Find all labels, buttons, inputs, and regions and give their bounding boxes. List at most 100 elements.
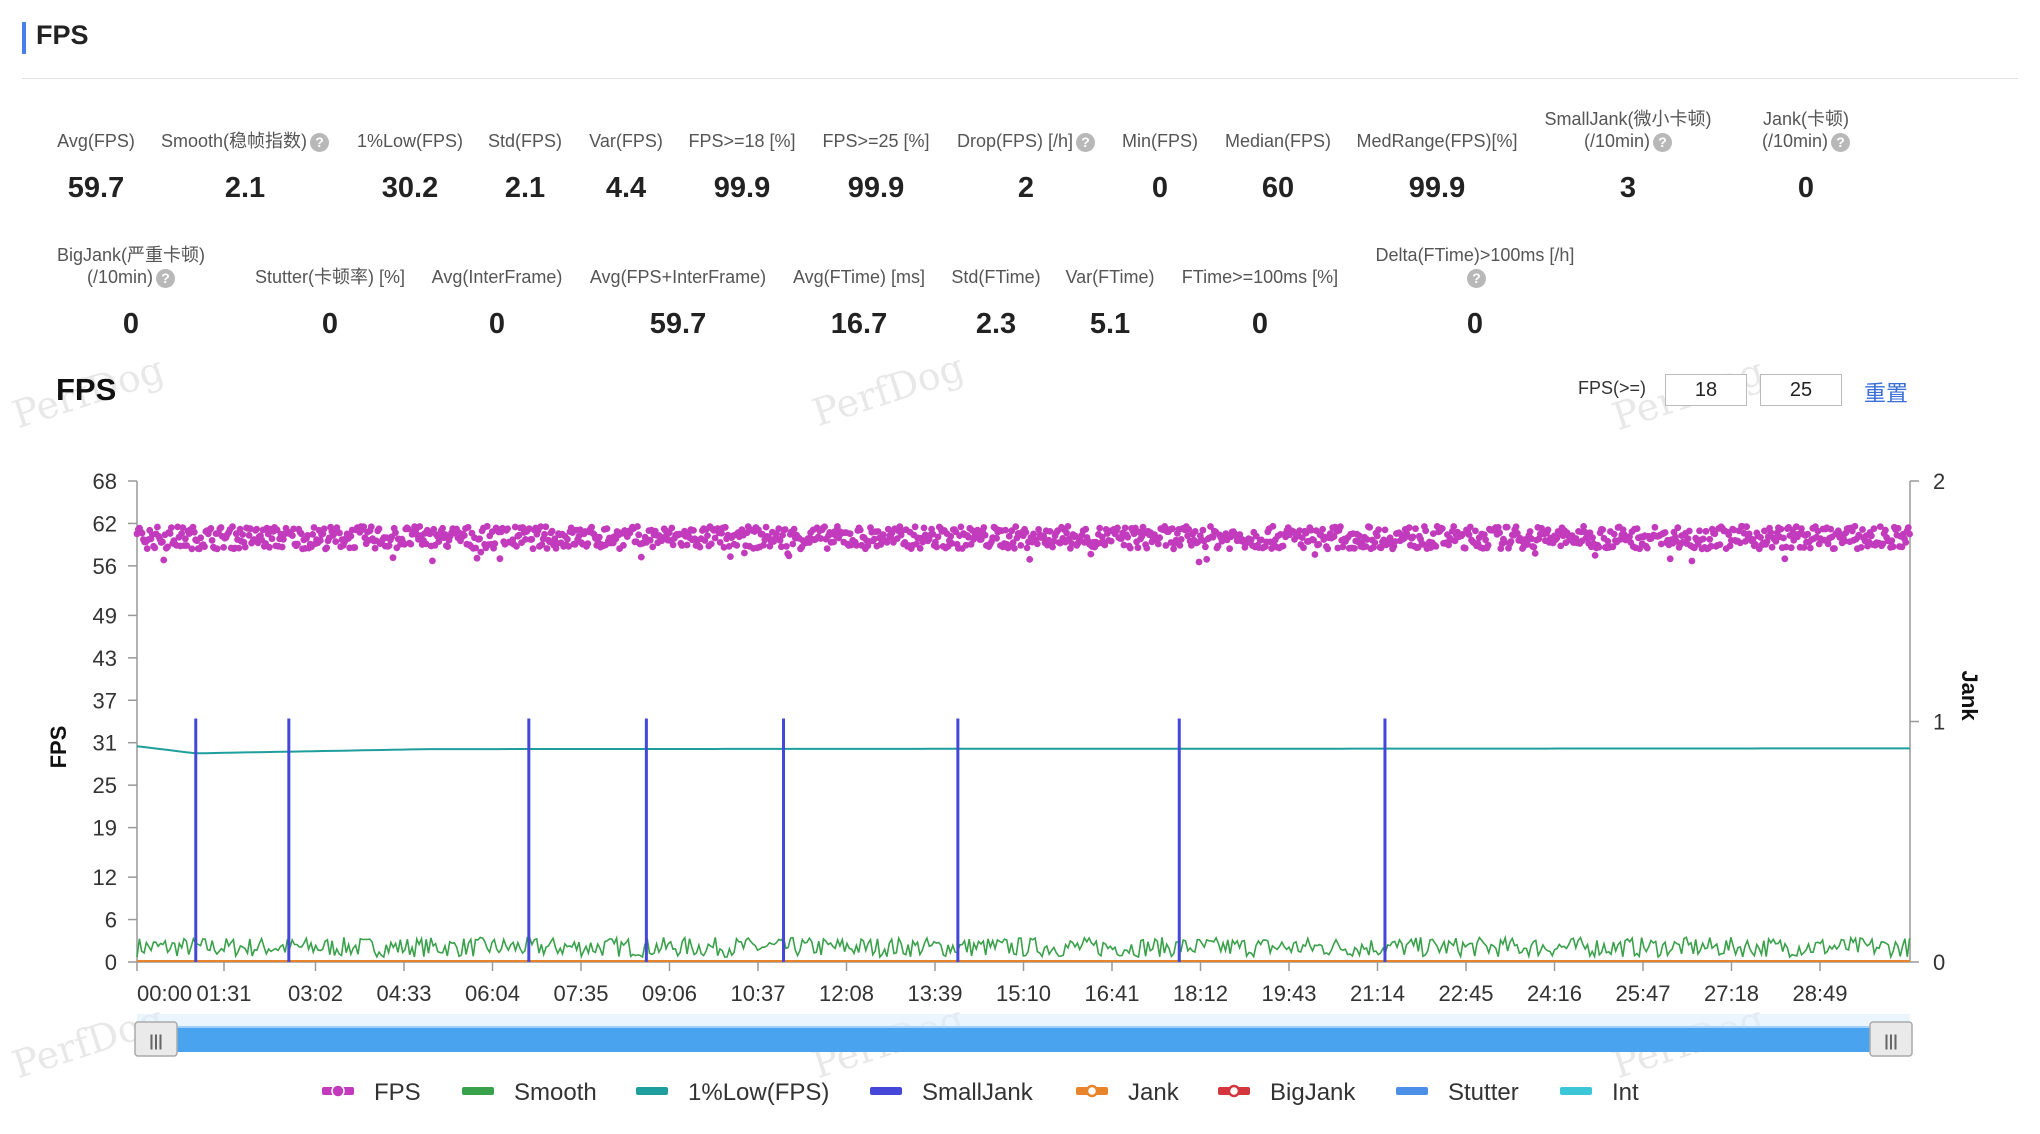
fps-point xyxy=(1089,538,1097,546)
fps-point xyxy=(1713,542,1721,549)
legend-item-1-low-fps-[interactable]: 1%Low(FPS) xyxy=(688,1079,829,1106)
help-icon[interactable]: ? xyxy=(156,268,175,288)
fps-point xyxy=(1613,538,1621,546)
fps-point xyxy=(204,530,212,538)
fps-point xyxy=(877,541,885,548)
fps-point xyxy=(1514,529,1521,537)
fps-point xyxy=(1824,540,1832,548)
fps-point xyxy=(499,524,506,532)
fps-point xyxy=(823,545,831,552)
fps-point xyxy=(1548,536,1556,544)
fps-point xyxy=(315,526,323,534)
fps-point xyxy=(967,540,975,548)
fps-point xyxy=(1261,543,1269,550)
fps-point xyxy=(1771,535,1778,543)
fps-point xyxy=(254,539,262,547)
fps-point xyxy=(1580,523,1587,530)
fps-point xyxy=(1571,539,1579,546)
fps-point xyxy=(1473,542,1480,550)
reset-button[interactable]: 重置 xyxy=(1864,381,1909,406)
fps-point xyxy=(985,543,993,550)
fps-point xyxy=(1283,527,1291,534)
fps-point xyxy=(437,527,445,534)
legend-item-fps[interactable]: FPS xyxy=(374,1079,421,1106)
fps-point xyxy=(1102,526,1110,533)
fps-point xyxy=(599,542,607,550)
fps-point xyxy=(1012,523,1020,530)
fps-point xyxy=(718,529,725,537)
legend-item-smooth[interactable]: Smooth xyxy=(514,1079,597,1106)
fps-point xyxy=(155,532,163,540)
fps-point xyxy=(1175,526,1183,533)
fps-point xyxy=(143,545,151,552)
help-icon[interactable]: ? xyxy=(1653,132,1672,152)
help-icon[interactable]: ? xyxy=(310,132,330,152)
range-slider-handle-right[interactable] xyxy=(1869,1021,1913,1057)
fps-point xyxy=(1786,532,1794,539)
fps-point xyxy=(878,538,886,546)
metric-label-line: Avg(FPS+InterFrame) xyxy=(590,266,766,288)
fps-point xyxy=(786,531,794,538)
fps-point xyxy=(1417,535,1424,543)
fps-point xyxy=(872,528,879,535)
fps-point xyxy=(1870,525,1878,532)
fps-point xyxy=(990,523,998,531)
fps-point xyxy=(171,540,179,548)
fps-threshold-input-2[interactable]: 25 xyxy=(1760,374,1842,406)
help-icon[interactable]: ? xyxy=(1467,268,1486,288)
fps-point xyxy=(168,524,175,531)
legend-item-smalljank[interactable]: SmallJank xyxy=(922,1079,1034,1106)
fps-point xyxy=(140,536,147,543)
fps-point xyxy=(835,534,843,542)
fps-point xyxy=(1806,544,1814,552)
fps-point xyxy=(916,545,924,552)
fps-point xyxy=(1000,540,1008,547)
x-tick-label: 24:16 xyxy=(1527,981,1582,1006)
metric-card: 1%Low(FPS) 30.2 xyxy=(310,108,510,205)
fps-point xyxy=(690,527,697,534)
legend-item-stutter[interactable]: Stutter xyxy=(1448,1079,1519,1106)
legend-item-jank[interactable]: Jank xyxy=(1128,1079,1180,1106)
fps-point xyxy=(609,539,617,547)
fps-point xyxy=(806,539,813,546)
fps-threshold-input-1[interactable]: 18 xyxy=(1665,374,1747,406)
fps-point xyxy=(800,540,808,547)
metric-value: 59.7 xyxy=(67,172,125,204)
fps-point xyxy=(569,529,576,536)
fps-point xyxy=(1469,538,1477,546)
fps-point xyxy=(1781,555,1789,563)
fps-point xyxy=(1796,543,1804,551)
fps-point xyxy=(1144,527,1152,535)
fps-point xyxy=(1040,532,1048,540)
fps-point xyxy=(194,545,202,552)
metric-value: 5.1 xyxy=(1089,308,1131,340)
help-icon[interactable]: ? xyxy=(1831,132,1850,152)
fps-point xyxy=(1073,542,1081,549)
fps-point xyxy=(1287,529,1295,537)
fps-point xyxy=(1135,528,1143,536)
fps-point xyxy=(991,524,999,532)
fps-point xyxy=(938,527,946,535)
fps-point xyxy=(1305,537,1312,545)
fps-point xyxy=(851,538,859,546)
fps-point xyxy=(1684,535,1692,542)
fps-point xyxy=(147,535,155,543)
metric-value: 2 xyxy=(1017,172,1035,204)
fps-point xyxy=(1335,527,1343,534)
metric-card: Avg(FPS) 59.7 xyxy=(0,108,196,205)
fps-point xyxy=(581,528,589,535)
legend-item-bigjank[interactable]: BigJank xyxy=(1270,1079,1356,1106)
fps-point xyxy=(792,534,799,542)
fps-point xyxy=(1873,539,1880,547)
fps-point xyxy=(881,536,888,544)
metric-value: 99.9 xyxy=(1408,172,1466,204)
watermark: PerfDog xyxy=(807,344,970,436)
help-icon[interactable]: ? xyxy=(1076,132,1096,152)
fps-point xyxy=(508,539,515,546)
fps-point xyxy=(1805,538,1813,546)
fps-point xyxy=(1231,530,1239,538)
fps-point xyxy=(1064,523,1072,530)
fps-point xyxy=(452,529,459,537)
fps-point xyxy=(794,534,802,542)
fps-point xyxy=(746,542,753,550)
